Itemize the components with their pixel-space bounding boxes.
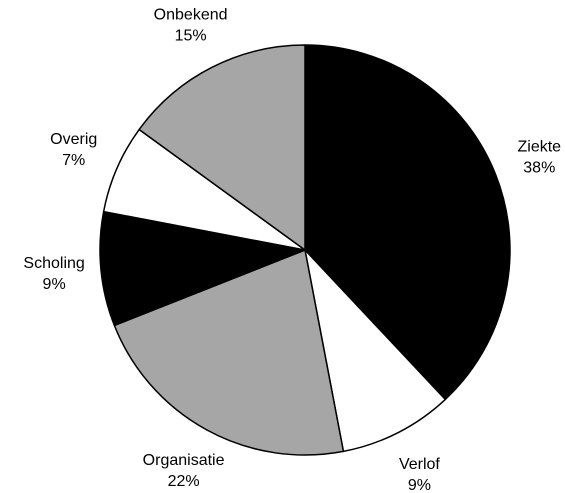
value-label: 9%: [408, 477, 431, 493]
slice-label: Onbekend: [154, 7, 228, 24]
pie-slice: [138, 44, 306, 251]
value-label: 15%: [175, 28, 207, 45]
slice-label: Organisatie: [143, 452, 225, 469]
value-label: 7%: [62, 152, 85, 169]
pie-slice: [99, 210, 306, 327]
pie-slice: [304, 249, 447, 453]
slice-label: Overig: [50, 131, 97, 148]
slice-label: Ziekte: [518, 138, 562, 155]
pie-slice: [304, 44, 511, 401]
slice-label: Scholing: [23, 255, 84, 272]
value-label: 9%: [43, 276, 66, 293]
slice-label: Verlof: [399, 456, 440, 473]
value-label: 38%: [523, 159, 555, 176]
pie-slice: [113, 249, 345, 456]
value-label: 22%: [168, 473, 200, 490]
